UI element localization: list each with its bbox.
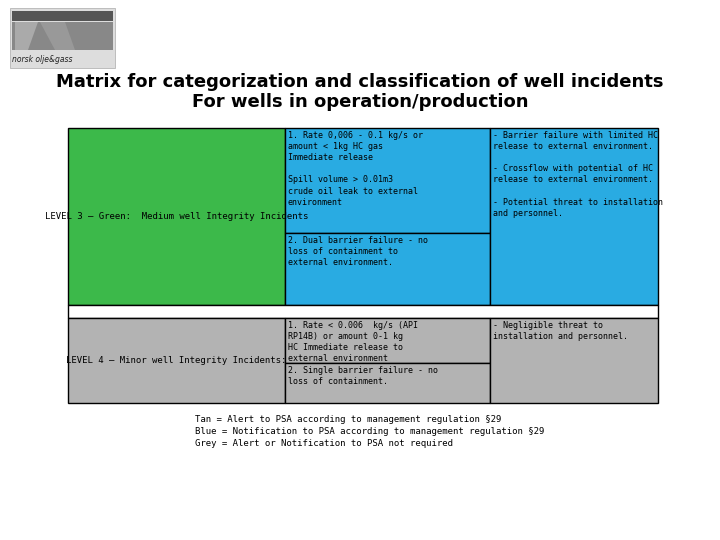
Text: norsk olje&gass: norsk olje&gass [12,55,73,64]
Text: 2. Dual barrier failure - no
loss of containment to
external environment.: 2. Dual barrier failure - no loss of con… [288,236,428,267]
Bar [285,318,490,363]
Text: LEVEL 3 – Green:  Medium well Integrity Incidents: LEVEL 3 – Green: Medium well Integrity I… [45,212,308,221]
Text: 1. Rate 0,006 - 0.1 kg/s or
amount < 1kg HC gas
Immediate release

Spill volume : 1. Rate 0,006 - 0.1 kg/s or amount < 1kg… [288,131,423,207]
Bar [68,305,658,318]
Text: 2. Single barrier failure - no
loss of containment.: 2. Single barrier failure - no loss of c… [288,366,438,386]
Bar [12,11,113,21]
Bar [68,128,285,305]
Text: - Negligible threat to
installation and personnel.: - Negligible threat to installation and … [493,321,628,341]
Bar [490,128,658,305]
Polygon shape [15,22,38,50]
Bar [10,8,115,68]
Text: - Barrier failure with limited HC
release to external environment.

- Crossflow : - Barrier failure with limited HC releas… [493,131,663,218]
Text: Grey = Alert or Notification to PSA not required: Grey = Alert or Notification to PSA not … [195,439,453,448]
Polygon shape [40,22,75,50]
Bar [68,318,285,403]
Bar [490,318,658,403]
Text: Tan = Alert to PSA according to management regulation §29: Tan = Alert to PSA according to manageme… [195,415,501,424]
Text: LEVEL 4 – Minor well Integrity Incidents:: LEVEL 4 – Minor well Integrity Incidents… [66,356,287,365]
Bar [285,363,490,403]
Text: For wells in operation/production: For wells in operation/production [192,93,528,111]
Bar [285,233,490,305]
Text: 1. Rate < 0.006  kg/s (API
RP14B) or amount 0-1 kg
HC Immediate release to
exter: 1. Rate < 0.006 kg/s (API RP14B) or amou… [288,321,418,363]
Bar [12,22,113,50]
Bar [285,128,490,233]
Text: Matrix for categorization and classification of well incidents: Matrix for categorization and classifica… [56,73,664,91]
Text: Blue = Notification to PSA according to management regulation §29: Blue = Notification to PSA according to … [195,427,544,436]
